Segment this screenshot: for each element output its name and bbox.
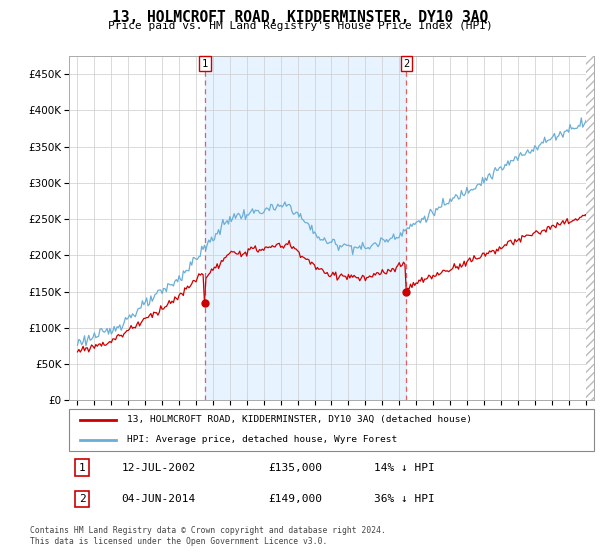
- Text: 1: 1: [79, 463, 86, 473]
- Text: 2: 2: [79, 494, 86, 504]
- Text: £135,000: £135,000: [269, 463, 323, 473]
- Text: 04-JUN-2014: 04-JUN-2014: [121, 494, 196, 504]
- Text: 13, HOLMCROFT ROAD, KIDDERMINSTER, DY10 3AQ (detached house): 13, HOLMCROFT ROAD, KIDDERMINSTER, DY10 …: [127, 415, 472, 424]
- Text: £149,000: £149,000: [269, 494, 323, 504]
- Text: HPI: Average price, detached house, Wyre Forest: HPI: Average price, detached house, Wyre…: [127, 435, 397, 445]
- Text: 12-JUL-2002: 12-JUL-2002: [121, 463, 196, 473]
- Text: Price paid vs. HM Land Registry's House Price Index (HPI): Price paid vs. HM Land Registry's House …: [107, 21, 493, 31]
- FancyBboxPatch shape: [69, 409, 594, 451]
- Bar: [205, 56, 406, 400]
- Text: 1: 1: [202, 59, 208, 69]
- Text: 13, HOLMCROFT ROAD, KIDDERMINSTER, DY10 3AQ: 13, HOLMCROFT ROAD, KIDDERMINSTER, DY10 …: [112, 10, 488, 25]
- Text: 36% ↓ HPI: 36% ↓ HPI: [373, 494, 434, 504]
- Text: Contains HM Land Registry data © Crown copyright and database right 2024.
This d: Contains HM Land Registry data © Crown c…: [30, 526, 386, 546]
- Text: 14% ↓ HPI: 14% ↓ HPI: [373, 463, 434, 473]
- Text: 2: 2: [403, 59, 409, 69]
